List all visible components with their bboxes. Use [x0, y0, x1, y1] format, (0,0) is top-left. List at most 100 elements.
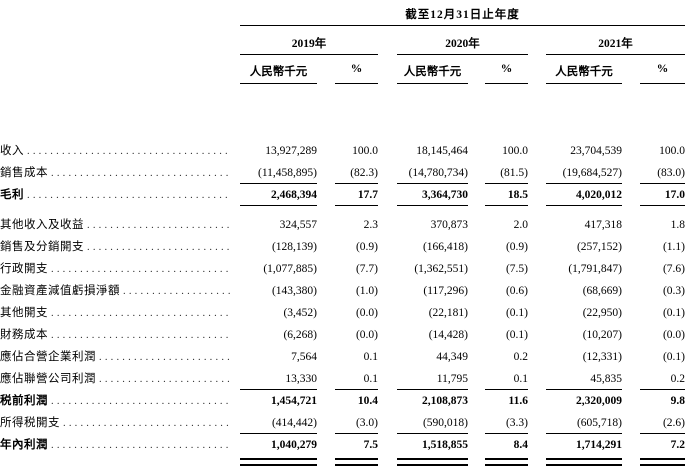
table-row: 行政開支 (1,077,885) (7.7) (1,362,551) (7.5)… [0, 258, 690, 280]
row-label-cell: 年內利潤 [0, 434, 240, 457]
row-label-cell: 行政開支 [0, 258, 240, 281]
percent-cell-2020: (0.1) [505, 307, 528, 319]
row-label-cell: 所得税開支 [0, 412, 240, 435]
percent-cell-2021: 1.8 [670, 219, 685, 231]
amount-cell-2021: (12,331) [582, 351, 622, 363]
row-label: 年內利潤 [0, 439, 48, 451]
percent-header-2020: % [485, 55, 528, 84]
amount-cell-2019: 13,330 [240, 368, 317, 390]
percent-cell-2019: (82.3) [335, 162, 378, 184]
percent-cell-2021: (83.0) [640, 162, 685, 184]
double-rule-cell [335, 458, 378, 466]
row-label-cell: 其他開支 [0, 302, 240, 325]
percent-header-2021: % [640, 55, 685, 84]
table-row: 其他收入及收益 324,557 2.3 370,873 2.0 417,318 … [0, 214, 690, 236]
percent-cell-2020: 18.5 [485, 184, 528, 206]
percent-cell-2021: (0.0) [662, 329, 685, 341]
row-label: 銷售成本 [0, 167, 48, 179]
percent-cell-2020: 2.0 [513, 219, 528, 231]
row-label: 應佔合營企業利潤 [0, 351, 96, 363]
dot-leader [51, 435, 230, 457]
amount-cell-2019: (3,452) [283, 307, 317, 319]
percent-cell-2019: (0.0) [355, 307, 378, 319]
row-label-cell: 銷售成本 [0, 162, 240, 185]
row-label: 其他開支 [0, 307, 48, 319]
dot-leader [27, 141, 230, 163]
double-rule [0, 458, 690, 466]
amount-cell-2020: (590,018) [397, 412, 468, 434]
percent-cell-2021: (2.6) [640, 412, 685, 434]
percent-cell-2020: (0.6) [505, 285, 528, 297]
percent-cell-2021: (1.1) [662, 241, 685, 253]
percent-cell-2021: 0.2 [640, 368, 685, 390]
amount-cell-2019: 324,557 [279, 219, 317, 231]
unit-header-2020: 人民幣千元 [397, 55, 468, 84]
amount-cell-2019: (414,442) [240, 412, 317, 434]
dot-leader [99, 369, 230, 391]
table-row: 銷售成本 (11,458,895) (82.3) (14,780,734) (8… [0, 162, 690, 184]
amount-cell-2020: 2,108,873 [422, 395, 468, 407]
table-rows: 收入 13,927,289 100.0 18,145,464 100.0 23,… [0, 140, 690, 466]
row-label: 金融資產減值虧損淨額 [0, 285, 120, 297]
percent-cell-2019: 0.1 [363, 351, 378, 363]
percent-cell-2020: (81.5) [485, 162, 528, 184]
dot-leader [99, 347, 230, 369]
dot-leader [123, 281, 230, 303]
amount-cell-2019: 7,564 [291, 351, 317, 363]
amount-cell-2021: (1,791,847) [568, 263, 622, 275]
percent-cell-2019: 100.0 [352, 145, 378, 157]
row-label: 財務成本 [0, 329, 48, 341]
amount-cell-2021: (10,207) [582, 329, 622, 341]
amount-cell-2021: (19,684,527) [546, 162, 622, 184]
percent-header-2019: % [335, 55, 378, 84]
percent-cell-2019: 2.3 [363, 219, 378, 231]
period-header: 截至12月31日止年度 [240, 6, 685, 26]
amount-cell-2019: 13,927,289 [265, 145, 317, 157]
dot-leader [87, 215, 230, 237]
amount-cell-2021: (257,152) [576, 241, 622, 253]
table-row: 財務成本 (6,268) (0.0) (14,428) (0.1) (10,20… [0, 324, 690, 346]
amount-cell-2021: 23,704,539 [570, 145, 622, 157]
row-label-cell: 其他收入及收益 [0, 214, 240, 237]
unit-header-2019: 人民幣千元 [240, 55, 317, 84]
percent-cell-2019: (3.0) [335, 412, 378, 434]
table-row: 税前利潤 1,454,721 10.4 2,108,873 11.6 2,320… [0, 390, 690, 412]
dot-leader [51, 259, 230, 281]
row-label: 税前利潤 [0, 395, 48, 407]
double-rule-bar [335, 458, 378, 466]
year-header-2019: 2019年 [240, 26, 378, 55]
amount-cell-2019: 2,468,394 [240, 184, 317, 206]
percent-cell-2021: 7.2 [670, 439, 685, 451]
amount-cell-2019: (143,380) [271, 285, 317, 297]
amount-cell-2021: 2,320,009 [576, 395, 622, 407]
amount-cell-2021: (605,718) [546, 412, 622, 434]
double-rule-cell [546, 458, 622, 466]
row-label: 毛利 [0, 189, 24, 201]
unit-header-2021: 人民幣千元 [546, 55, 622, 84]
amount-cell-2020: 18,145,464 [416, 145, 468, 157]
double-rule-bar [485, 458, 528, 466]
amount-cell-2020: 1,518,855 [422, 439, 468, 451]
amount-cell-2020: (1,362,551) [414, 263, 468, 275]
year-header-2020: 2020年 [397, 26, 528, 55]
percent-cell-2021: (0.3) [662, 285, 685, 297]
amount-cell-2020: (14,428) [428, 329, 468, 341]
amount-cell-2021: (68,669) [582, 285, 622, 297]
percent-cell-2019: 7.5 [363, 439, 378, 451]
row-label: 收入 [0, 145, 24, 157]
amount-cell-2020: 370,873 [430, 219, 468, 231]
amount-cell-2020: 44,349 [436, 351, 468, 363]
double-rule-bar [240, 458, 317, 466]
row-label-cell: 銷售及分銷開支 [0, 236, 240, 259]
table-row: 應佔聯營公司利潤 13,330 0.1 11,795 0.1 45,835 0.… [0, 368, 690, 390]
percent-cell-2020: 0.1 [485, 368, 528, 390]
double-rule-cell [485, 458, 528, 466]
amount-cell-2020: (14,780,734) [397, 162, 468, 184]
dot-leader [51, 391, 230, 413]
percent-cell-2021: (0.1) [662, 307, 685, 319]
amount-cell-2019: (11,458,895) [240, 162, 317, 184]
percent-cell-2019: 10.4 [357, 395, 378, 407]
table-row: 銷售及分銷開支 (128,139) (0.9) (166,418) (0.9) … [0, 236, 690, 258]
row-label-cell: 毛利 [0, 184, 240, 207]
